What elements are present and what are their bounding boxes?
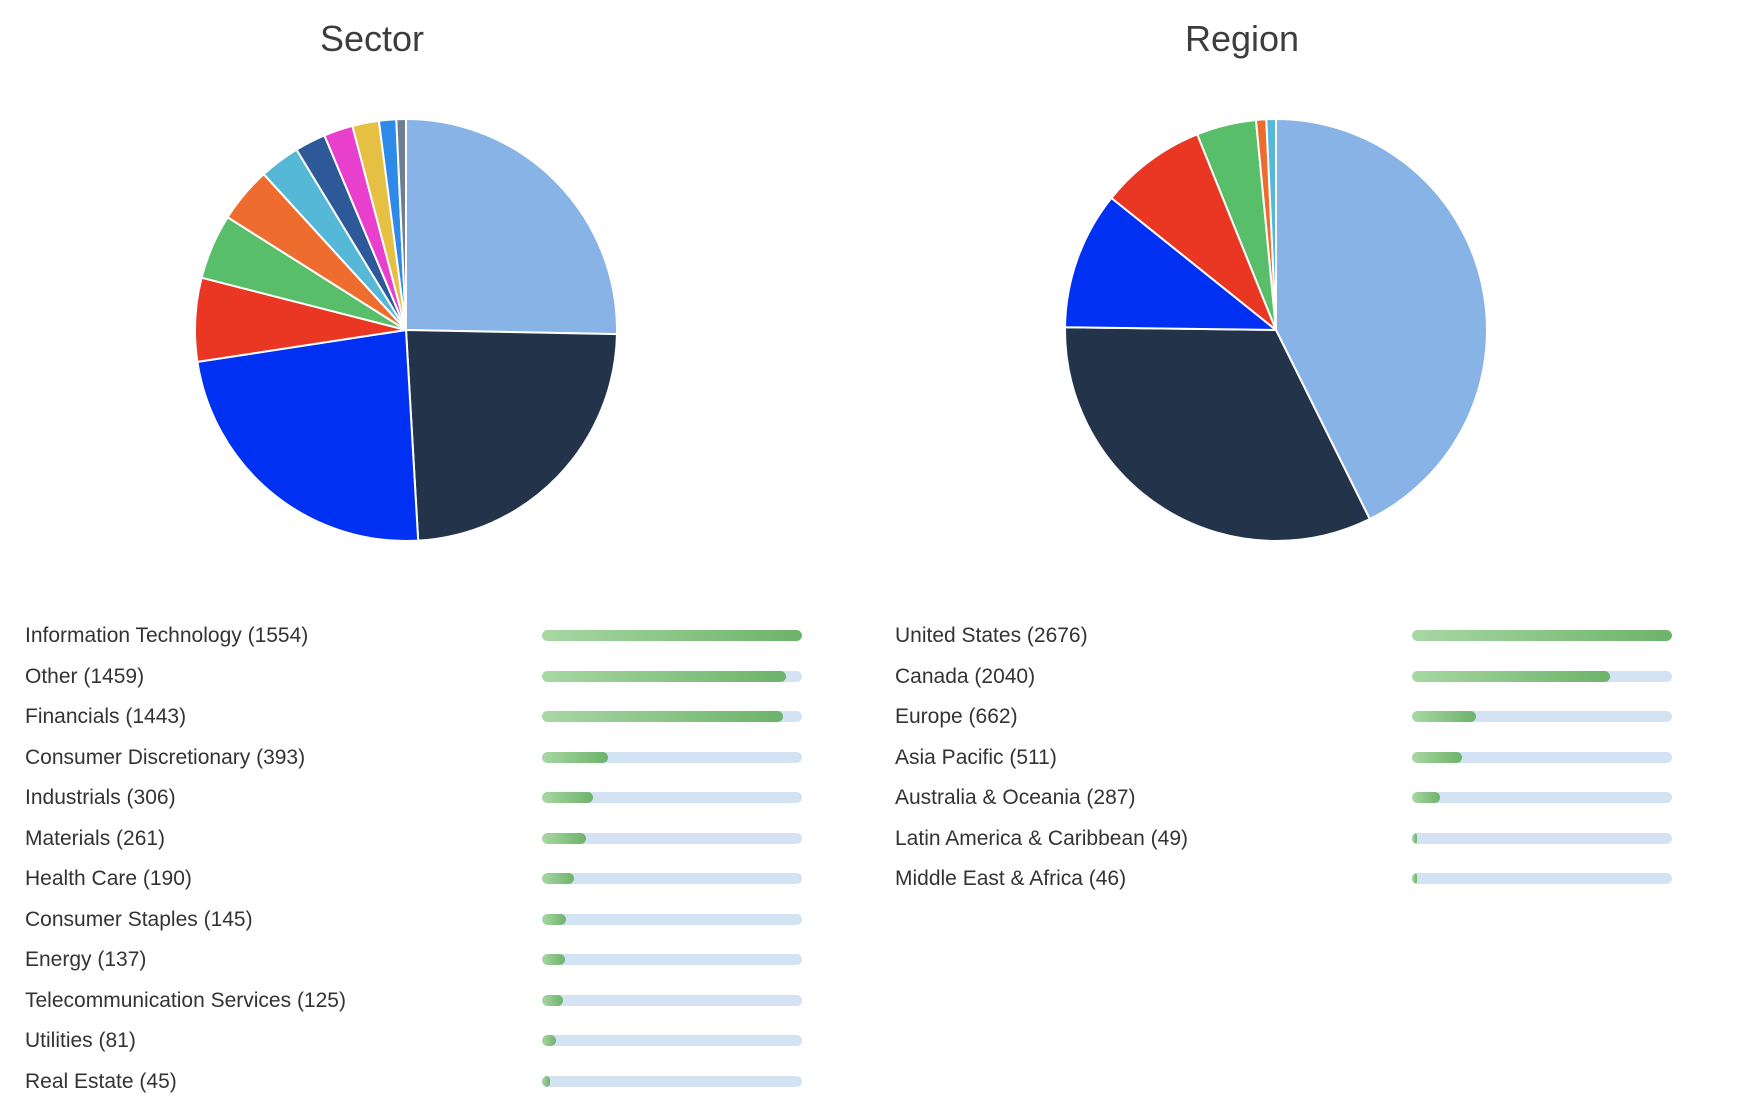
region-legend-bar-fill <box>1412 792 1440 803</box>
sector-legend-label: Materials (261) <box>25 826 166 850</box>
sector-legend-item: Energy (137) <box>25 938 815 979</box>
sector-legend-label: Other (1459) <box>25 664 145 688</box>
sector-legend-bar-track <box>542 670 802 682</box>
region-legend-item: United States (2676) <box>895 614 1685 655</box>
sector-chart-title: Sector <box>319 18 425 59</box>
sector-legend-item: Telecommunication Services (125) <box>25 979 815 1020</box>
region-pie-slice[interactable] <box>1265 117 1277 331</box>
region-legend-bar-track <box>1412 630 1672 641</box>
sector-legend-label: Consumer Discretionary (393) <box>25 745 306 769</box>
sector-legend-bar-fill <box>542 994 563 1006</box>
sector-legend-bar-fill <box>542 670 787 682</box>
region-legend-item: Latin America & Caribbean (49) <box>895 817 1685 858</box>
region-legend-label: Middle East & Africa (46) <box>895 867 1127 890</box>
sector-legend-item: Other (1459) <box>25 655 815 696</box>
sector-legend-bar-track <box>542 1075 802 1087</box>
sector-legend: Information Technology (1554) Other (1459… <box>25 614 815 1100</box>
region-panel: Region United States (2676) Canada (2040)… <box>870 0 1740 1102</box>
sector-legend-bar-track <box>542 1035 802 1046</box>
sector-legend-label: Financials (1443) <box>25 705 187 728</box>
sector-legend-bar-track <box>542 954 802 965</box>
sector-legend-label: Consumer Staples (145) <box>25 907 253 931</box>
sector-legend-bar-fill <box>542 711 784 722</box>
region-legend-label: Australia & Oceania (287) <box>895 786 1136 809</box>
sector-legend-item: Materials (261) <box>25 817 815 858</box>
region-legend-item: Canada (2040) <box>895 655 1685 696</box>
sector-legend-bar-track <box>542 913 802 925</box>
sector-legend-item: Health Care (190) <box>25 857 815 898</box>
region-legend-bar-track <box>1412 873 1672 884</box>
region-legend-bar-fill <box>1412 630 1672 641</box>
region-legend-bar-track <box>1412 792 1672 803</box>
sector-legend-bar-track <box>542 751 802 763</box>
sector-legend-label: Energy (137) <box>25 948 147 971</box>
sector-legend-bar-fill <box>542 913 567 925</box>
sector-legend-item: Information Technology (1554) <box>25 614 815 655</box>
sector-legend-bar-track <box>542 832 802 844</box>
sector-pie-chart <box>194 117 618 543</box>
region-legend-label: Asia Pacific (511) <box>895 745 1057 769</box>
sector-pie-slice[interactable] <box>395 117 407 331</box>
region-pie-slice[interactable] <box>1275 118 1488 521</box>
sector-legend-item: Real Estate (45) <box>25 1060 815 1101</box>
sector-legend-bar-fill <box>542 873 574 884</box>
region-legend-bar-track <box>1412 711 1672 722</box>
region-legend-bar-track <box>1412 832 1672 844</box>
sector-legend-bar-fill <box>542 954 565 965</box>
region-legend-bar-fill <box>1412 832 1418 844</box>
sector-legend-item: Industrials (306) <box>25 776 815 817</box>
region-legend-label: Europe (662) <box>895 705 1018 728</box>
sector-legend-label: Information Technology (1554) <box>25 624 309 647</box>
sector-legend-bar-track <box>542 994 802 1006</box>
sector-legend-bar-fill <box>542 832 586 844</box>
sector-legend-item: Utilities (81) <box>25 1019 815 1060</box>
region-pie-chart <box>1064 117 1488 542</box>
region-pie-slice[interactable] <box>1110 133 1277 331</box>
sector-legend-bar-fill <box>542 630 802 641</box>
sector-legend-bar-track <box>542 711 802 722</box>
region-legend-bar-track <box>1412 751 1672 763</box>
sector-legend-label: Telecommunication Services (125) <box>25 988 346 1012</box>
sector-legend-item: Financials (1443) <box>25 695 815 736</box>
region-legend-label: United States (2676) <box>895 624 1088 647</box>
sector-legend-label: Real Estate (45) <box>25 1069 177 1093</box>
region-legend-bar-fill <box>1412 711 1477 722</box>
sector-legend-label: Utilities (81) <box>25 1029 136 1052</box>
region-pie-slice[interactable] <box>1064 326 1371 542</box>
region-legend-bar-fill <box>1412 751 1462 763</box>
sector-legend-bar-track <box>542 873 802 884</box>
region-chart-title: Region <box>1184 18 1300 59</box>
region-legend-item: Europe (662) <box>895 695 1685 736</box>
region-legend-label: Canada (2040) <box>895 664 1036 688</box>
sector-legend-label: Health Care (190) <box>25 867 192 890</box>
sector-pie-slice[interactable] <box>405 118 618 336</box>
region-legend-item: Middle East & Africa (46) <box>895 857 1685 898</box>
sector-legend-bar-track <box>542 630 802 641</box>
sector-legend-bar-fill <box>542 1035 556 1046</box>
region-legend-item: Asia Pacific (511) <box>895 736 1685 777</box>
sector-panel: Sector Information Technology (1554) Othe… <box>25 18 815 1100</box>
sector-legend-bar-fill <box>542 792 594 803</box>
sector-legend-bar-fill <box>542 751 608 763</box>
region-legend: United States (2676) Canada (2040) Europe … <box>895 614 1685 898</box>
sector-legend-item: Consumer Staples (145) <box>25 898 815 939</box>
region-legend-bar-track <box>1412 670 1672 682</box>
region-legend-item: Australia & Oceania (287) <box>895 776 1685 817</box>
region-legend-bar-fill <box>1412 873 1418 884</box>
sector-pie-slice[interactable] <box>405 329 618 542</box>
sector-legend-bar-fill <box>542 1075 550 1087</box>
sector-legend-label: Industrials (306) <box>25 786 176 809</box>
region-legend-bar-fill <box>1412 670 1611 682</box>
sector-legend-item: Consumer Discretionary (393) <box>25 736 815 777</box>
region-pie-slice[interactable] <box>1064 196 1277 331</box>
region-legend-label: Latin America & Caribbean (49) <box>895 826 1188 850</box>
sector-legend-bar-track <box>542 792 802 803</box>
sector-pie-slice[interactable] <box>196 329 420 543</box>
